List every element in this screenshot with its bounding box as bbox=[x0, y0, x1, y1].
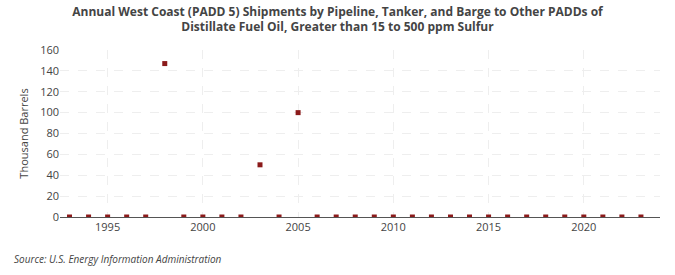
svg-text:160: 160 bbox=[40, 42, 59, 57]
svg-text:Source: U.S. Energy Informatio: Source: U.S. Energy Information Administ… bbox=[14, 252, 222, 266]
svg-text:Thousand Barrels: Thousand Barrels bbox=[16, 88, 31, 178]
svg-text:Annual West Coast (PADD 5) Shi: Annual West Coast (PADD 5) Shipments by … bbox=[72, 3, 604, 36]
svg-text:120: 120 bbox=[40, 84, 59, 99]
svg-text:80: 80 bbox=[46, 125, 59, 140]
svg-text:2015: 2015 bbox=[476, 219, 501, 234]
svg-text:100: 100 bbox=[40, 104, 59, 119]
svg-text:20: 20 bbox=[46, 188, 59, 203]
svg-text:2000: 2000 bbox=[190, 219, 215, 234]
svg-text:2020: 2020 bbox=[571, 219, 596, 234]
svg-text:140: 140 bbox=[40, 63, 59, 78]
svg-text:2005: 2005 bbox=[286, 219, 311, 234]
svg-text:0: 0 bbox=[53, 209, 59, 224]
svg-text:2010: 2010 bbox=[381, 219, 406, 234]
svg-text:60: 60 bbox=[46, 146, 59, 161]
svg-text:40: 40 bbox=[46, 167, 59, 182]
svg-text:1995: 1995 bbox=[95, 219, 120, 234]
